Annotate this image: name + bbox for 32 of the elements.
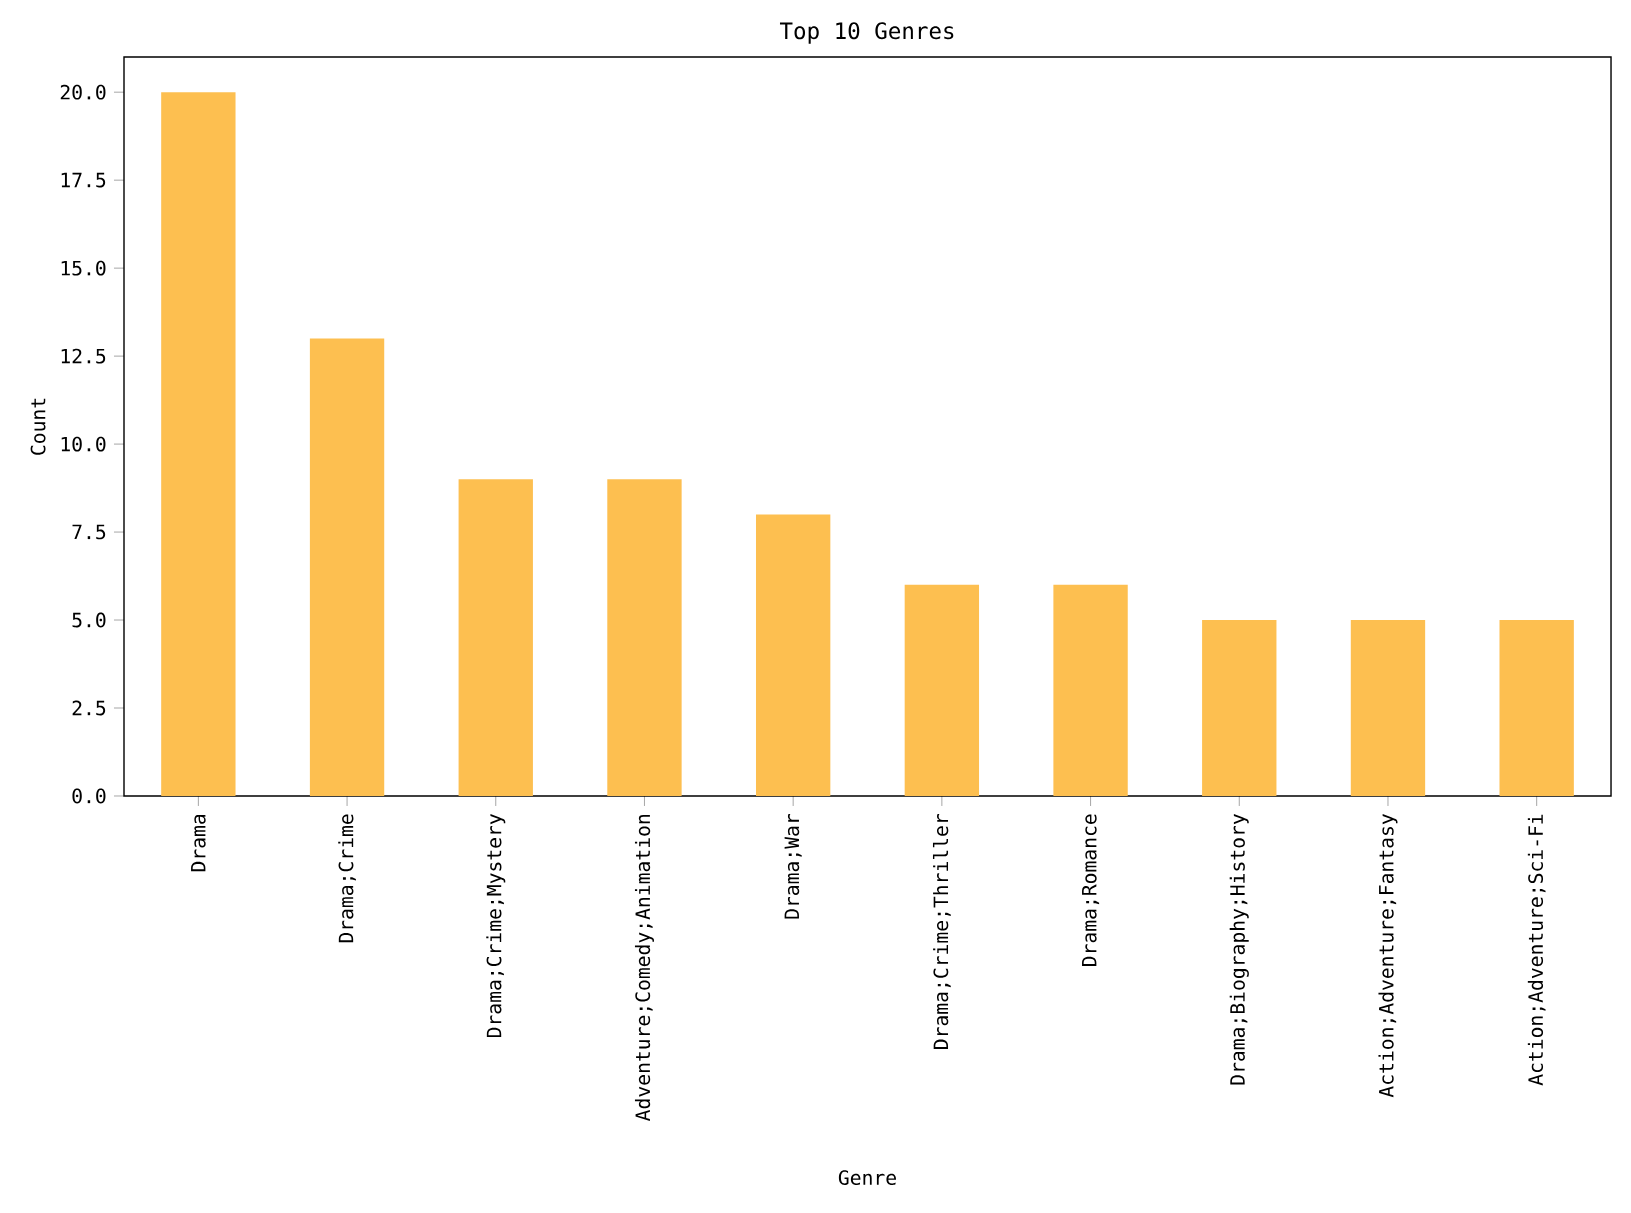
bar [1202,620,1277,796]
y-tick-label: 5.0 [72,612,106,628]
x-tick-label: Drama;War [784,814,802,919]
bar [161,92,236,796]
bar [1350,620,1426,796]
x-tick-label: Drama;Biography;History [1229,814,1249,1085]
bar [458,479,533,796]
y-tick-label: 2.5 [72,700,106,716]
x-tick-label: Drama [191,814,206,872]
y-tick-label: 17.5 [61,172,106,188]
bar [904,584,980,796]
y-tick-label: 7.5 [72,524,106,540]
y-tick-label: 15.0 [61,260,106,276]
y-tick-label: 10.0 [61,436,106,452]
bar [1499,620,1574,796]
bar [755,514,831,796]
x-tick-label: Drama;Crime [338,814,356,943]
x-tick-label: Adventure;Comedy;Animation [634,815,654,1122]
y-tick-label: 20.0 [60,84,106,100]
chart-title: Top 10 Genres [779,22,954,44]
bar [309,338,385,796]
bar [607,479,682,796]
x-tick-label: Drama;Romance [1082,814,1100,966]
x-tick-label: Action;Adventure;Sci-Fi [1527,814,1546,1086]
x-tick-label: Drama;Crime;Mystery [486,814,506,1038]
bar [1053,584,1128,796]
y-tick-label: 0.0 [72,788,106,804]
y-axis-title: Count [30,398,46,455]
y-tick-label: 12.5 [61,348,106,364]
x-axis-title: Genre [838,1170,896,1186]
x-tick-label: Action;Adventure;Fantasy [1378,814,1398,1098]
x-tick-label: Drama;Crime;Thriller [932,814,951,1049]
